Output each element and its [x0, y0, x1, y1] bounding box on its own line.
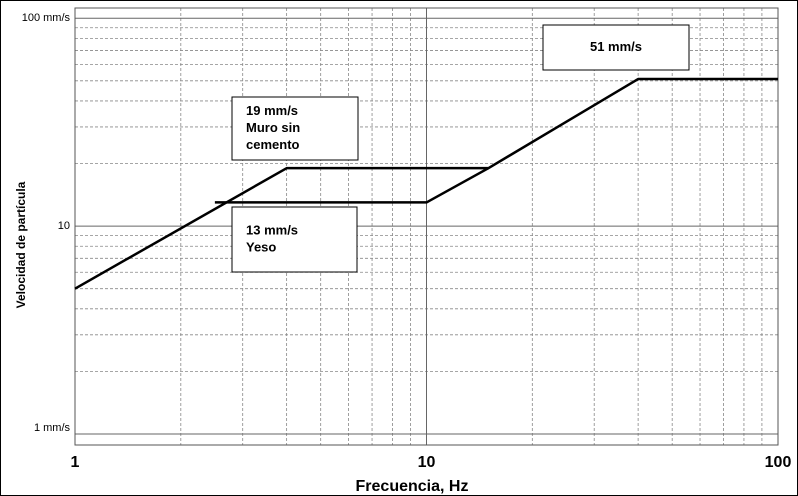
annotation-text: Muro sin: [246, 120, 300, 135]
y-tick-label: 100 mm/s: [22, 12, 71, 24]
annotation-text: cemento: [246, 137, 300, 152]
y-tick-label: 10: [58, 220, 70, 232]
annotation-text: Yeso: [246, 239, 276, 254]
annotation-box: [542, 24, 690, 71]
line-series: [214, 167, 490, 204]
x-axis-label: Frecuencia, Hz: [356, 478, 469, 495]
annotation-box: [231, 206, 358, 273]
annotation-text: 13 mm/s: [246, 222, 298, 237]
x-tick-label: 1: [71, 454, 80, 471]
plot-border: [74, 7, 779, 446]
y-axis-label: Velocidad de partícula: [14, 181, 28, 308]
x-tick-label: 10: [418, 454, 436, 471]
annotation-text: 51 mm/s: [590, 39, 642, 54]
x-tick-label: 100: [765, 454, 792, 471]
annotation-text: 19 mm/s: [246, 103, 298, 118]
annotation-box: [231, 96, 359, 161]
y-tick-label: 1 mm/s: [34, 422, 71, 434]
